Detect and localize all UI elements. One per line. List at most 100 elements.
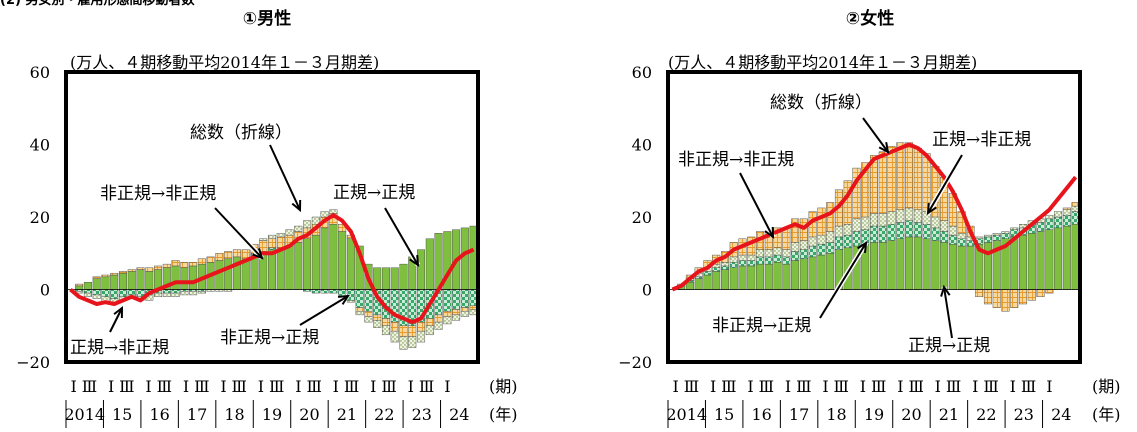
quarter-label: Ⅰ: [108, 377, 114, 396]
bar-segment: [381, 318, 390, 326]
bar-segment: [992, 234, 1001, 241]
bar-segment: [390, 267, 399, 290]
bar-segment: [764, 256, 773, 265]
bar-segment: [224, 251, 233, 259]
y-tick-label: 40: [632, 136, 652, 155]
bar-segment: [373, 314, 382, 321]
bar-segment: [460, 227, 469, 290]
bar-segment: [110, 272, 119, 276]
bar-segment: [303, 238, 312, 290]
bar-segment: [782, 263, 791, 290]
bar-segment: [171, 265, 180, 290]
annotation-arrowhead: [940, 284, 951, 297]
annotation-arrowhead: [291, 199, 302, 213]
plot-frame: [64, 70, 480, 364]
annotation-bg: [768, 92, 874, 114]
bar-segment: [1027, 233, 1036, 290]
bar-segment: [703, 271, 712, 276]
annotation-label: 総数（折線）: [190, 123, 292, 143]
bar-segment: [957, 245, 966, 290]
cropped-figure-title: (2) 男女別・雇用形態間移動者数: [0, 0, 195, 8]
quarter-label: Ⅲ: [269, 377, 284, 396]
bar-segment: [869, 213, 879, 227]
bar-segment: [913, 147, 922, 210]
bar-segment: [720, 269, 729, 290]
bar-segment: [729, 267, 738, 290]
bar-segment: [799, 240, 808, 250]
bar-segment: [92, 276, 101, 279]
bar-segment: [267, 238, 277, 249]
bar-segment: [83, 292, 92, 297]
bar-segment: [931, 227, 940, 241]
year-label: 16: [149, 405, 169, 424]
bar-segment: [948, 234, 957, 245]
bar-segment: [250, 254, 259, 290]
bar-segment: [320, 289, 329, 294]
annotation-arrowhead: [252, 248, 264, 260]
bar-segment: [452, 289, 461, 310]
bar-segment: [162, 292, 171, 297]
bar-segment: [940, 220, 949, 232]
bar-segment: [434, 321, 443, 330]
bar-segment: [1062, 207, 1071, 210]
bar-segment: [381, 325, 390, 336]
bar-segment: [118, 271, 127, 274]
bar-segment: [869, 155, 879, 214]
bar-segment: [303, 220, 312, 229]
annotation-arrow: [927, 154, 963, 214]
quarter-label: Ⅲ: [306, 377, 321, 396]
bar-segment: [1036, 289, 1045, 297]
bar-segment: [747, 260, 756, 267]
quarter-label: Ⅰ: [710, 377, 716, 396]
year-label: 15: [112, 405, 132, 424]
year-label: 17: [187, 405, 207, 424]
y-tick-label: 20: [30, 208, 50, 227]
bar-segment: [922, 238, 931, 290]
bar-segment: [110, 274, 119, 290]
annotation-bg: [98, 183, 219, 205]
bar-segment: [992, 289, 1001, 308]
quarter-label: Ⅰ: [860, 377, 866, 396]
annotation-arrowhead: [409, 254, 420, 267]
bar-segment: [101, 274, 110, 278]
bar-segment: [145, 271, 154, 290]
bar-segment: [975, 236, 984, 239]
bar-segment: [171, 289, 180, 294]
x-year-label: (年): [489, 405, 518, 424]
plot-frame: [666, 70, 1082, 364]
bar-segment: [817, 234, 826, 245]
bar-segment: [276, 236, 285, 249]
bar-segment: [826, 253, 835, 290]
year-label: 19: [262, 405, 282, 424]
bar-segment: [983, 289, 992, 305]
bar-segment: [232, 249, 241, 258]
bar-segment: [913, 222, 922, 238]
bar-segment: [1001, 233, 1010, 239]
bar-segment: [425, 238, 434, 290]
bar-segment: [373, 320, 382, 328]
annotation-bg: [676, 149, 797, 171]
quarter-label: Ⅲ: [157, 377, 172, 396]
bar-segment: [460, 307, 469, 312]
bar-segment: [259, 240, 268, 252]
bar-segment: [773, 254, 782, 263]
bar-segment: [145, 267, 154, 272]
bar-segment: [861, 229, 870, 245]
annotation-label: 非正規→正規: [220, 328, 319, 348]
bar-segment: [896, 222, 905, 239]
year-label: 23: [412, 405, 432, 424]
bar-segment: [311, 289, 320, 294]
year-label: 20: [901, 405, 921, 424]
bar-segment: [83, 289, 92, 294]
bar-segment: [738, 260, 747, 267]
bar-segment: [320, 211, 329, 218]
quarter-label: Ⅲ: [344, 377, 359, 396]
bar-segment: [1036, 222, 1045, 232]
bar-segment: [791, 260, 800, 290]
bar-segment: [75, 285, 84, 290]
bar-segment: [922, 153, 931, 212]
bar-segment: [983, 236, 992, 243]
quarter-label: Ⅰ: [1010, 377, 1016, 396]
